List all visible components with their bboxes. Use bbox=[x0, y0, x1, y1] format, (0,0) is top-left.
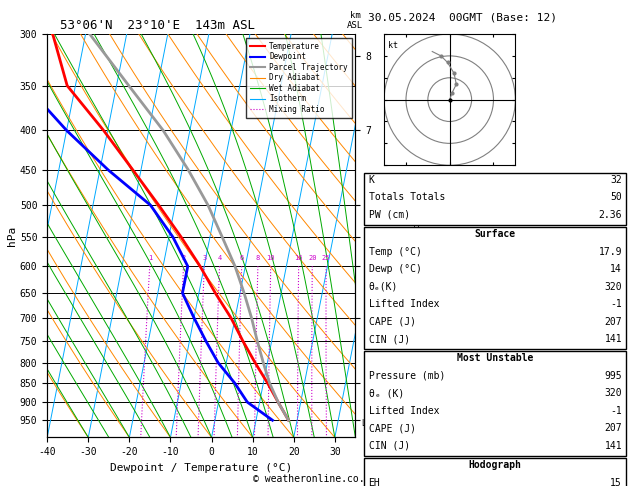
Text: CIN (J): CIN (J) bbox=[369, 334, 409, 344]
Text: 1: 1 bbox=[148, 255, 152, 260]
Text: CIN (J): CIN (J) bbox=[369, 441, 409, 451]
Text: kt: kt bbox=[389, 40, 399, 50]
Text: Lifted Index: Lifted Index bbox=[369, 406, 439, 416]
Text: 16: 16 bbox=[294, 255, 303, 260]
Text: Pressure (mb): Pressure (mb) bbox=[369, 371, 445, 381]
Text: © weatheronline.co.uk: © weatheronline.co.uk bbox=[253, 473, 376, 484]
Text: PW (cm): PW (cm) bbox=[369, 209, 409, 220]
Text: 995: 995 bbox=[604, 371, 622, 381]
Text: θₑ(K): θₑ(K) bbox=[369, 281, 398, 292]
Text: 25: 25 bbox=[322, 255, 330, 260]
Text: 10: 10 bbox=[267, 255, 275, 260]
Text: 2: 2 bbox=[182, 255, 186, 260]
Text: Dewp (°C): Dewp (°C) bbox=[369, 264, 421, 274]
Text: 141: 141 bbox=[604, 334, 622, 344]
Text: 14: 14 bbox=[610, 264, 622, 274]
Text: CAPE (J): CAPE (J) bbox=[369, 423, 416, 434]
Text: Totals Totals: Totals Totals bbox=[369, 192, 445, 202]
Text: Temp (°C): Temp (°C) bbox=[369, 246, 421, 257]
Text: 3: 3 bbox=[203, 255, 207, 260]
Text: 320: 320 bbox=[604, 281, 622, 292]
Text: Surface: Surface bbox=[474, 229, 515, 239]
Text: Lifted Index: Lifted Index bbox=[369, 299, 439, 309]
Text: -1: -1 bbox=[610, 406, 622, 416]
Text: 4: 4 bbox=[218, 255, 222, 260]
Y-axis label: Mixing Ratio (g/kg): Mixing Ratio (g/kg) bbox=[413, 185, 421, 287]
Text: 141: 141 bbox=[604, 441, 622, 451]
Text: θₑ (K): θₑ (K) bbox=[369, 388, 404, 399]
Text: 53°06'N  23°10'E  143m ASL: 53°06'N 23°10'E 143m ASL bbox=[60, 19, 255, 33]
Text: -1: -1 bbox=[610, 299, 622, 309]
Text: 207: 207 bbox=[604, 316, 622, 327]
X-axis label: Dewpoint / Temperature (°C): Dewpoint / Temperature (°C) bbox=[110, 463, 292, 473]
Text: 30.05.2024  00GMT (Base: 12): 30.05.2024 00GMT (Base: 12) bbox=[368, 12, 557, 22]
Text: K: K bbox=[369, 174, 374, 185]
Text: 8: 8 bbox=[256, 255, 260, 260]
Y-axis label: hPa: hPa bbox=[7, 226, 17, 246]
Legend: Temperature, Dewpoint, Parcel Trajectory, Dry Adiabat, Wet Adiabat, Isotherm, Mi: Temperature, Dewpoint, Parcel Trajectory… bbox=[246, 38, 352, 118]
Text: 320: 320 bbox=[604, 388, 622, 399]
Text: 50: 50 bbox=[610, 192, 622, 202]
Text: 2.36: 2.36 bbox=[599, 209, 622, 220]
Text: 32: 32 bbox=[610, 174, 622, 185]
Text: 207: 207 bbox=[604, 423, 622, 434]
Text: km
ASL: km ASL bbox=[347, 11, 364, 30]
Text: 6: 6 bbox=[240, 255, 244, 260]
Text: 17.9: 17.9 bbox=[599, 246, 622, 257]
Text: EH: EH bbox=[369, 478, 381, 486]
Text: 15: 15 bbox=[610, 478, 622, 486]
Text: CAPE (J): CAPE (J) bbox=[369, 316, 416, 327]
Text: LCL: LCL bbox=[362, 419, 376, 428]
Text: 20: 20 bbox=[308, 255, 316, 260]
Text: Hodograph: Hodograph bbox=[468, 460, 521, 470]
Text: Most Unstable: Most Unstable bbox=[457, 353, 533, 364]
